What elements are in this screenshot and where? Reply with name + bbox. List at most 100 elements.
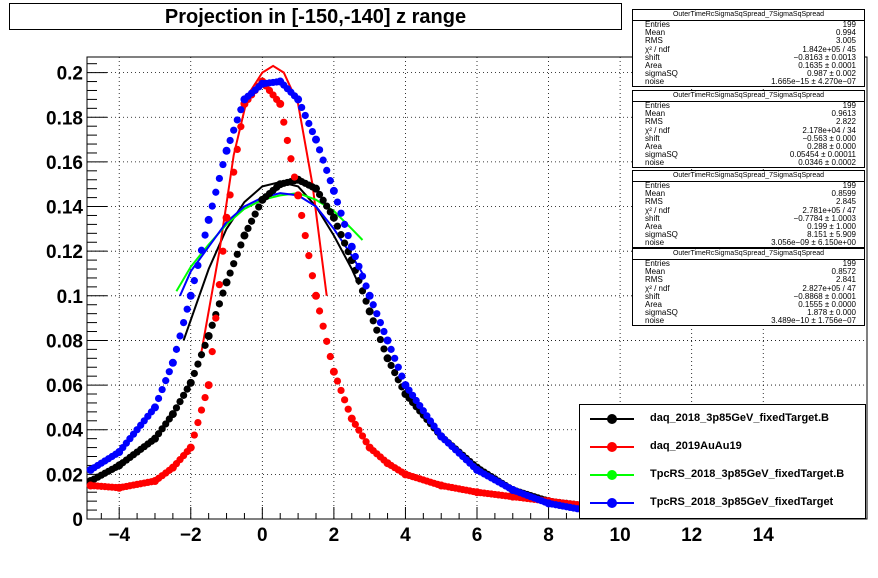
data-point-interp bbox=[280, 118, 288, 126]
data-point-interp bbox=[287, 155, 295, 163]
data-point-interp bbox=[208, 202, 216, 210]
data-point-interp bbox=[387, 361, 395, 370]
y-tick-label: 0.16 bbox=[46, 153, 83, 174]
data-point bbox=[347, 414, 356, 423]
y-tick-label: 0 bbox=[72, 510, 83, 531]
stat-box-title: OuterTimeRcSigmaSqSpread_7SigmaSqSpread bbox=[633, 249, 864, 260]
data-point-interp bbox=[247, 217, 256, 225]
data-point-interp bbox=[201, 341, 209, 349]
stat-value: 3.056e−09 ± 6.150e+00 bbox=[771, 238, 856, 248]
data-point-interp bbox=[154, 394, 163, 403]
stat-label: χ² / ndf bbox=[645, 125, 670, 135]
data-point-interp bbox=[376, 335, 384, 344]
x-tick-label: 8 bbox=[543, 525, 554, 546]
data-point-interp bbox=[194, 360, 202, 368]
data-point-interp bbox=[408, 391, 417, 399]
data-point-interp bbox=[387, 345, 395, 353]
data-point-interp bbox=[305, 252, 313, 260]
data-point-interp bbox=[180, 391, 188, 399]
stat-row: noise 0.0346 ± 0.0002 bbox=[633, 159, 864, 167]
data-point-interp bbox=[426, 417, 435, 425]
data-point-interp bbox=[201, 393, 209, 402]
data-point-interp bbox=[251, 210, 259, 218]
data-point-interp bbox=[358, 272, 367, 280]
stat-row: χ² / ndf 2.781e+05 / 47 bbox=[633, 205, 864, 215]
y-tick-label: 0.12 bbox=[46, 242, 83, 263]
data-point-interp bbox=[233, 116, 241, 124]
legend: daq_2018_3p85GeV_fixedTarget.B daq_2019Au… bbox=[579, 404, 866, 519]
data-point bbox=[311, 291, 320, 300]
stat-label: Area bbox=[645, 60, 662, 70]
stat-row: noise 1.665e−15 ± 4.270e−07 bbox=[633, 78, 864, 86]
data-point-interp bbox=[298, 103, 306, 112]
data-point-interp bbox=[355, 426, 363, 434]
y-tick-label: 0.08 bbox=[46, 331, 83, 352]
legend-marker bbox=[607, 414, 617, 424]
data-point-interp bbox=[212, 188, 220, 196]
data-point-interp bbox=[430, 422, 438, 430]
data-point bbox=[168, 410, 177, 419]
data-point-interp bbox=[398, 372, 406, 380]
data-point-interp bbox=[230, 168, 238, 176]
stat-label: Mean bbox=[645, 109, 666, 119]
data-point-interp bbox=[215, 281, 223, 289]
stat-value: 2.178e+04 / 34 bbox=[802, 125, 856, 135]
y-tick-label: 0.18 bbox=[46, 108, 83, 129]
data-point-interp bbox=[315, 146, 324, 154]
stat-label: χ² / ndf bbox=[645, 205, 670, 215]
data-point-interp bbox=[344, 231, 352, 240]
data-point-interp bbox=[190, 277, 198, 285]
data-point-interp bbox=[326, 177, 334, 185]
stat-row: shift −0.563 ± 0.000 bbox=[633, 134, 864, 143]
data-point-interp bbox=[158, 385, 166, 394]
stat-box-title: OuterTimeRcSigmaSqSpread_7SigmaSqSpread bbox=[633, 91, 864, 102]
stat-row: sigmaSQ 1.878 ± 0.000 bbox=[633, 308, 864, 318]
stat-label: noise bbox=[645, 158, 665, 168]
stat-row: RMS 2.845 bbox=[633, 198, 864, 206]
data-point-interp bbox=[176, 332, 184, 340]
data-point-interp bbox=[308, 127, 317, 136]
data-point-interp bbox=[219, 160, 227, 169]
stat-box: OuterTimeRcSigmaSqSpread_7SigmaSqSpread E… bbox=[632, 248, 865, 326]
stat-label: sigmaSQ bbox=[645, 308, 678, 318]
data-point-interp bbox=[212, 314, 220, 322]
data-point-interp bbox=[326, 352, 334, 361]
data-point bbox=[150, 403, 159, 412]
data-point-interp bbox=[412, 396, 420, 405]
data-point-interp bbox=[337, 231, 345, 239]
x-tick-label: 2 bbox=[329, 525, 340, 546]
axes: −4 −2 0 2 4 6 8 10 12 14 0 0.02 0.04 0.06 0.08 0.1 0.12 0… bbox=[46, 63, 854, 546]
data-point-interp bbox=[190, 369, 198, 378]
stat-value: 0.9613 bbox=[831, 109, 856, 119]
data-point bbox=[204, 381, 213, 390]
stat-label: sigmaSQ bbox=[645, 69, 678, 79]
data-point-interp bbox=[416, 402, 424, 410]
data-point-interp bbox=[226, 269, 234, 277]
stat-row: Area 0.1555 ± 0.0000 bbox=[633, 300, 864, 309]
legend-entry: daq_2019AuAu19 bbox=[580, 433, 865, 461]
data-point-interp bbox=[219, 247, 227, 255]
data-point bbox=[329, 367, 338, 376]
stat-value: 0.1635 ± 0.0001 bbox=[798, 60, 856, 70]
stat-label: Mean bbox=[645, 189, 666, 199]
data-points bbox=[86, 77, 625, 519]
stat-label: Entries bbox=[645, 259, 670, 268]
data-point bbox=[347, 242, 356, 251]
stat-label: χ² / ndf bbox=[645, 44, 670, 54]
data-point-interp bbox=[165, 368, 173, 376]
stat-value: 1.842e+05 / 45 bbox=[802, 44, 856, 54]
data-point-interp bbox=[226, 136, 234, 145]
data-point bbox=[168, 358, 177, 367]
y-tick-label: 0.04 bbox=[46, 421, 83, 442]
y-tick-label: 0.14 bbox=[46, 198, 83, 219]
stat-value: 199 bbox=[842, 101, 856, 110]
stat-row: shift −0.7784 ± 1.0003 bbox=[633, 214, 864, 223]
stat-value: 2.822 bbox=[835, 117, 856, 127]
x-tick-label: 0 bbox=[257, 525, 268, 546]
data-point bbox=[365, 307, 374, 316]
data-point bbox=[186, 291, 195, 300]
stat-row: χ² / ndf 1.842e+05 / 45 bbox=[633, 44, 864, 54]
stat-value: 0.987 ± 0.002 bbox=[807, 69, 856, 79]
stat-value: 0.199 ± 1.000 bbox=[807, 221, 856, 231]
x-tick-label: 4 bbox=[400, 525, 411, 546]
